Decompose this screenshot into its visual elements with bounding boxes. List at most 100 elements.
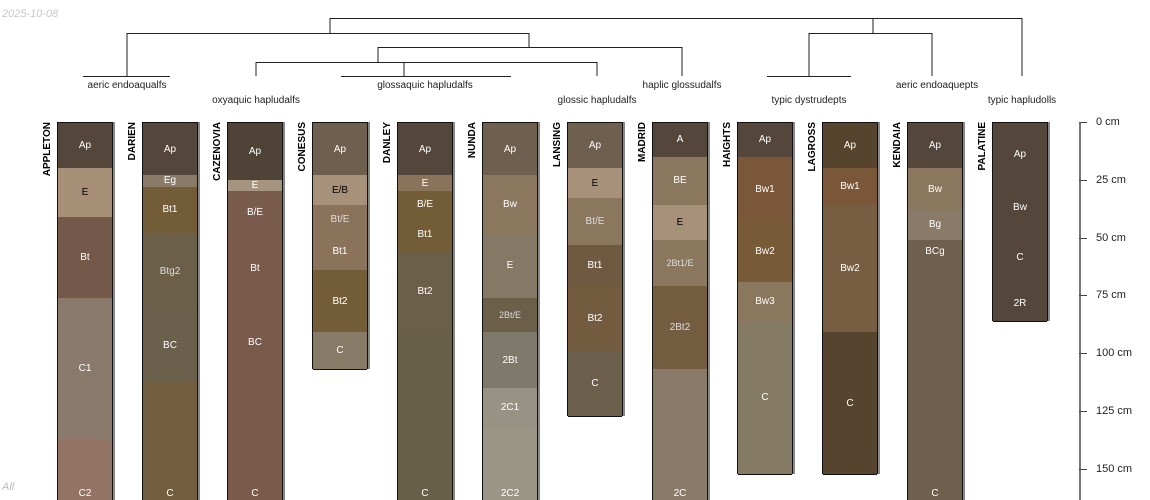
soil-profile: Ap Bw E 2Bt/E 2Bt 2C1 2C2 [482,122,538,500]
horizon: Ap [228,123,282,181]
axis-tick-label: 75 cm [1096,289,1126,302]
profile-name: APPLETON [42,122,53,177]
horizon: Bw [908,168,962,211]
horizon: Bt [58,216,112,299]
depth-axis [1079,122,1081,500]
axis-tick [1079,468,1087,470]
soil-profile: Ap Bw1 Bw2 Bw3 C [737,122,793,475]
soil-profile: Ap E Bt/E Bt1 Bt2 C [567,122,623,417]
horizon: Ap [993,123,1047,188]
axis-tick-label: 100 cm [1096,347,1133,360]
profile-name: MADRID [637,122,648,162]
dendrogram-root [329,18,1023,76]
horizon: E [398,175,452,193]
horizon: BC [228,304,282,383]
horizon: C [313,332,367,371]
axis-tick-label: 0 cm [1096,116,1120,128]
horizon: Ap [908,123,962,170]
horizon: C2 [58,438,112,500]
soil-profile: Ap E B/E Bt1 Bt2 C [397,122,453,500]
horizon: 2R [993,286,1047,322]
horizon: Bw2 [823,205,877,334]
horizon: Bt/E [568,198,622,246]
horizon: Bw2 [738,221,792,283]
horizon: Bt [228,233,282,306]
profile-name: DARIEN [127,122,138,161]
axis-tick-label: 50 cm [1096,231,1126,244]
horizon: E [58,168,112,218]
profile-name: KENDAIA [892,122,903,168]
horizon: Bw3 [738,281,792,322]
horizon: 2C1 [483,387,537,429]
dendrogram-left-branch [83,33,683,77]
soil-profile: Ap Bw C 2R [992,122,1048,322]
horizon: C1 [58,297,112,440]
horizon: Ap [738,123,792,158]
horizon: E [483,233,537,299]
corner-label: All [2,481,15,493]
horizon: C [228,381,282,500]
horizon: 2C [653,369,707,500]
horizon: 2Bt1/E [653,239,707,288]
horizon: Bt2 [313,270,367,334]
axis-tick [1079,353,1087,355]
soil-profile: Ap Bw1 Bw2 C [822,122,878,475]
taxon-label: haplic glossudalfs [642,80,722,91]
profile-name: PALATINE [977,122,988,171]
soil-profile: Ap E/B Bt/E Bt1 Bt2 C [312,122,368,371]
horizon: Ap [58,123,112,170]
horizon: B/E [228,191,282,234]
horizon: A [653,123,707,158]
horizon: Ap [568,123,622,170]
taxon-label: typic dystrudepts [771,95,847,106]
axis-tick [1079,179,1087,181]
axis-tick-label: 25 cm [1096,173,1126,186]
axis-tick-label: 150 cm [1096,462,1133,475]
taxon-label: aeric endoaquepts [895,80,979,91]
horizon: E [568,168,622,200]
horizon: E [653,205,707,241]
horizon: 2Bt/E [483,297,537,334]
horizon: C [568,350,622,417]
horizon: C [398,332,452,500]
horizon: BE [653,156,707,207]
taxon-label: aeric endoaqualfs [87,80,167,91]
horizon: Bg [908,209,962,241]
profile-name: LANSING [552,122,563,167]
taxon-label: glossic hapludalfs [557,95,637,106]
soil-profile: Ap E B/E Bt BC C [227,122,283,500]
horizon: Bw [993,186,1047,230]
horizon: B/E [398,191,452,218]
horizon: 2Bt2 [653,286,707,371]
profile-name: NUNDA [467,122,478,159]
horizon: C [143,381,197,500]
horizon: Bt2 [568,286,622,352]
horizon: C [993,228,1047,288]
horizon: Bw [483,175,537,234]
date-label: 2025-10-08 [2,8,59,20]
soil-profile: Ap E Bt C1 C2 [57,122,113,500]
horizon: Bt/E [313,205,367,235]
axis-tick [1079,411,1087,413]
horizon: BC [143,309,197,383]
soil-profile: Ap Eg Bt1 Btg2 BC C [142,122,198,500]
horizon: C [823,332,877,475]
horizon: Ap [143,123,197,177]
horizon: Bw1 [738,156,792,223]
axis-tick [1079,295,1087,297]
horizon: Bt1 [568,244,622,288]
soil-profile: Ap Bw Bg BCg C [907,122,963,500]
horizon: Ap [483,123,537,177]
horizon: Bt2 [398,251,452,334]
horizon: BCg [908,239,962,265]
horizon: Bw1 [823,168,877,207]
horizon: E/B [313,175,367,207]
taxon-label: typic hapludolls [987,95,1057,106]
profile-name: CONESUS [297,122,308,172]
horizon: Btg2 [143,233,197,311]
horizon: C [908,263,962,500]
horizon: Ap [823,123,877,170]
dendrogram-right-branch [767,33,933,77]
horizon: C [738,320,792,475]
